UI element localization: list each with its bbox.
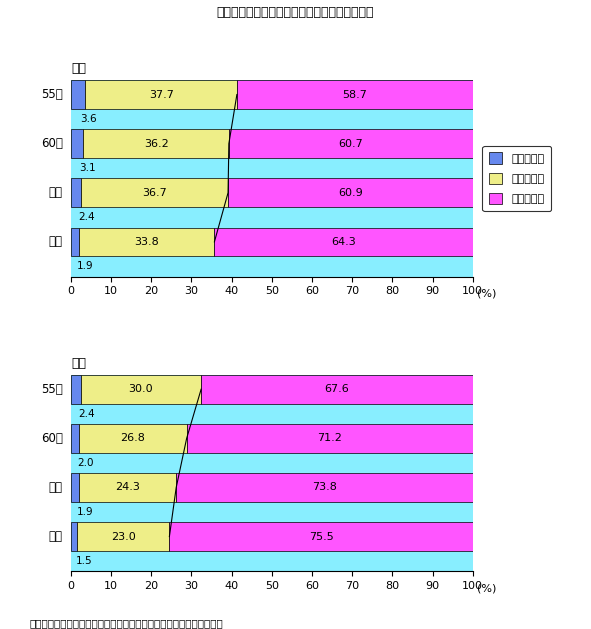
Text: 1.9: 1.9: [77, 507, 93, 517]
Text: 1.5: 1.5: [76, 556, 93, 566]
Text: 36.7: 36.7: [142, 188, 167, 198]
Bar: [71, 228, 79, 256]
Text: 「国民経済計算年報」（経済企画庁）、米国商務省資料等により作成: 「国民経済計算年報」（経済企画庁）、米国商務省資料等により作成: [30, 618, 223, 628]
Bar: [237, 81, 473, 109]
Text: 55年: 55年: [41, 88, 63, 101]
Text: 36.2: 36.2: [144, 138, 168, 148]
Bar: [71, 473, 79, 502]
Text: ２年: ２年: [49, 186, 63, 199]
Bar: [83, 130, 229, 158]
Text: (%): (%): [477, 289, 496, 299]
Bar: [71, 522, 77, 551]
Text: 2.0: 2.0: [77, 458, 93, 468]
Text: 67.6: 67.6: [324, 384, 349, 394]
Bar: [79, 228, 215, 256]
Text: 26.8: 26.8: [121, 433, 145, 443]
Text: 73.8: 73.8: [312, 482, 337, 493]
Bar: [77, 522, 170, 551]
Bar: [215, 228, 473, 256]
Text: 3.6: 3.6: [80, 114, 97, 124]
Text: 23.0: 23.0: [111, 532, 135, 542]
Text: 60年: 60年: [41, 432, 63, 445]
Text: 第２－１－５図　日米における産業構造の変化: 第２－１－５図 日米における産業構造の変化: [217, 6, 374, 19]
Text: 60年: 60年: [41, 137, 63, 150]
Bar: [229, 130, 473, 158]
Text: ７年: ７年: [49, 530, 63, 543]
Text: ２年: ２年: [49, 481, 63, 494]
Text: 37.7: 37.7: [149, 89, 174, 99]
Text: 58.7: 58.7: [342, 89, 367, 99]
Bar: [79, 424, 187, 453]
Bar: [80, 179, 228, 207]
Text: 64.3: 64.3: [331, 237, 356, 247]
Bar: [201, 375, 473, 404]
Text: ７年: ７年: [49, 235, 63, 248]
Text: 米国: 米国: [71, 357, 86, 370]
Bar: [85, 81, 237, 109]
Text: 75.5: 75.5: [309, 532, 333, 542]
Bar: [71, 179, 80, 207]
Bar: [228, 179, 473, 207]
Bar: [71, 375, 80, 404]
Bar: [71, 81, 85, 109]
Text: 60.9: 60.9: [338, 188, 363, 198]
Text: 33.8: 33.8: [134, 237, 159, 247]
Bar: [71, 130, 83, 158]
Bar: [80, 375, 201, 404]
Text: 2.4: 2.4: [78, 409, 95, 419]
Text: (%): (%): [477, 584, 496, 594]
Text: 55年: 55年: [41, 382, 63, 396]
Text: 日本: 日本: [71, 62, 86, 75]
Text: 60.7: 60.7: [339, 138, 363, 148]
Text: 71.2: 71.2: [317, 433, 342, 443]
Bar: [170, 522, 473, 551]
Bar: [71, 424, 79, 453]
Text: 2.4: 2.4: [78, 213, 95, 222]
Text: 30.0: 30.0: [128, 384, 153, 394]
Text: 1.9: 1.9: [77, 262, 93, 272]
Bar: [79, 473, 176, 502]
Legend: 第一次産業, 第二次産業, 第三次産業: 第一次産業, 第二次産業, 第三次産業: [482, 146, 551, 211]
Text: 24.3: 24.3: [115, 482, 140, 493]
Text: 3.1: 3.1: [79, 163, 96, 173]
Bar: [176, 473, 473, 502]
Bar: [187, 424, 473, 453]
